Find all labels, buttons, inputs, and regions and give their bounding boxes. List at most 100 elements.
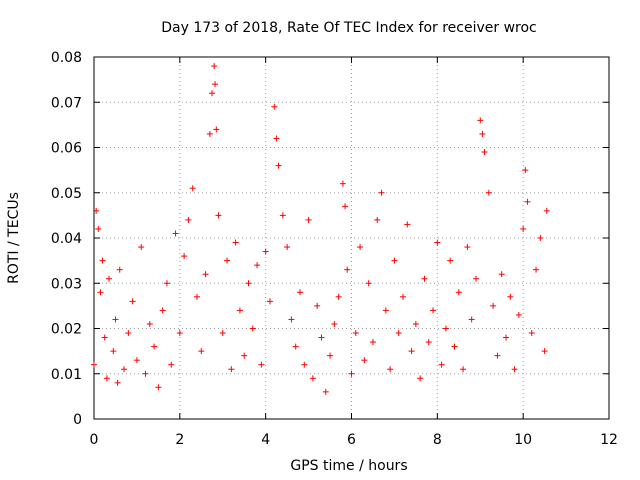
data-point (106, 275, 113, 282)
data-point (382, 307, 389, 314)
data-point (533, 266, 540, 273)
data-point (524, 198, 531, 205)
data-point (430, 307, 437, 314)
data-point (121, 366, 128, 373)
data-point (472, 275, 479, 282)
data-point (477, 117, 484, 124)
y-tick-label: 0 (73, 412, 82, 428)
data-point (288, 316, 295, 323)
data-point (318, 334, 325, 341)
data-point (447, 257, 454, 264)
data-point (151, 343, 158, 350)
y-tick-label: 0.07 (51, 95, 82, 111)
data-point (460, 366, 467, 373)
data-point (209, 90, 216, 97)
data-point (284, 244, 291, 251)
y-tick-label: 0.06 (51, 141, 82, 157)
data-point (515, 311, 522, 318)
data-point (142, 370, 149, 377)
data-point (258, 361, 265, 368)
data-point (185, 216, 192, 223)
data-point (266, 298, 273, 305)
data-point (537, 235, 544, 241)
data-point (408, 348, 415, 355)
x-axis-label: GPS time / hours (290, 458, 407, 474)
data-point (301, 361, 308, 368)
y-axis-label: ROTI / TECUs (6, 192, 22, 284)
data-point (129, 298, 136, 305)
data-point (228, 366, 235, 373)
data-point (103, 375, 110, 382)
x-tick-label: 4 (261, 432, 270, 448)
data-point (481, 149, 488, 156)
x-tick-labels: 0 2 4 6 8 10 12 (90, 432, 618, 448)
data-point (361, 357, 368, 364)
data-point (494, 352, 501, 359)
data-point (507, 293, 514, 300)
data-point (211, 63, 218, 70)
data-point (305, 216, 312, 223)
data-point (297, 289, 303, 296)
data-point (365, 280, 372, 287)
y-tick-label: 0.03 (51, 276, 82, 292)
data-point (498, 271, 505, 278)
data-point (511, 366, 518, 373)
data-point (271, 103, 278, 110)
data-point (421, 275, 428, 282)
data-point (215, 212, 222, 219)
chart-title: Day 173 of 2018, Rate Of TEC Index for r… (161, 20, 537, 36)
data-point (112, 316, 119, 323)
data-point (236, 307, 243, 314)
data-point (344, 266, 351, 273)
data-point (249, 325, 256, 332)
data-point (273, 135, 280, 142)
data-point (93, 207, 100, 214)
data-point (163, 280, 170, 287)
data-point (116, 266, 123, 273)
data-point (378, 189, 385, 196)
data-point (485, 189, 492, 196)
data-point (335, 293, 342, 300)
x-tick-label: 8 (433, 432, 442, 448)
data-point (468, 316, 475, 323)
data-point (327, 352, 334, 359)
data-point (110, 348, 117, 355)
data-point (395, 330, 402, 337)
data-point (133, 357, 140, 364)
y-tick-label: 0.05 (51, 186, 82, 202)
data-point (522, 167, 529, 174)
data-point (97, 289, 104, 296)
data-point (442, 325, 449, 332)
x-tick-label: 6 (347, 432, 356, 448)
data-point (404, 221, 411, 228)
data-point (352, 330, 359, 337)
data-point (314, 302, 321, 309)
data-point (490, 302, 497, 309)
data-point (168, 361, 175, 368)
data-points (91, 63, 550, 395)
data-point (339, 180, 346, 187)
data-point (374, 216, 381, 223)
data-point (528, 330, 535, 337)
data-point (155, 384, 162, 391)
y-tick-label: 0.01 (51, 367, 82, 383)
data-point (292, 343, 299, 350)
data-point (219, 330, 226, 337)
data-point (206, 130, 213, 137)
data-point (455, 289, 462, 296)
data-point (254, 262, 261, 269)
x-tick-label: 2 (175, 432, 184, 448)
data-point (232, 239, 239, 246)
data-point (479, 130, 486, 137)
data-point (279, 212, 286, 219)
data-point (331, 320, 338, 327)
data-point (189, 185, 196, 192)
data-point (412, 320, 419, 327)
data-point (146, 320, 153, 327)
y-tick-label: 0.02 (51, 322, 82, 338)
data-point (464, 244, 471, 251)
data-point (520, 225, 527, 232)
data-point (198, 348, 205, 355)
y-tick-label: 0.04 (51, 231, 82, 247)
data-point (194, 293, 200, 300)
